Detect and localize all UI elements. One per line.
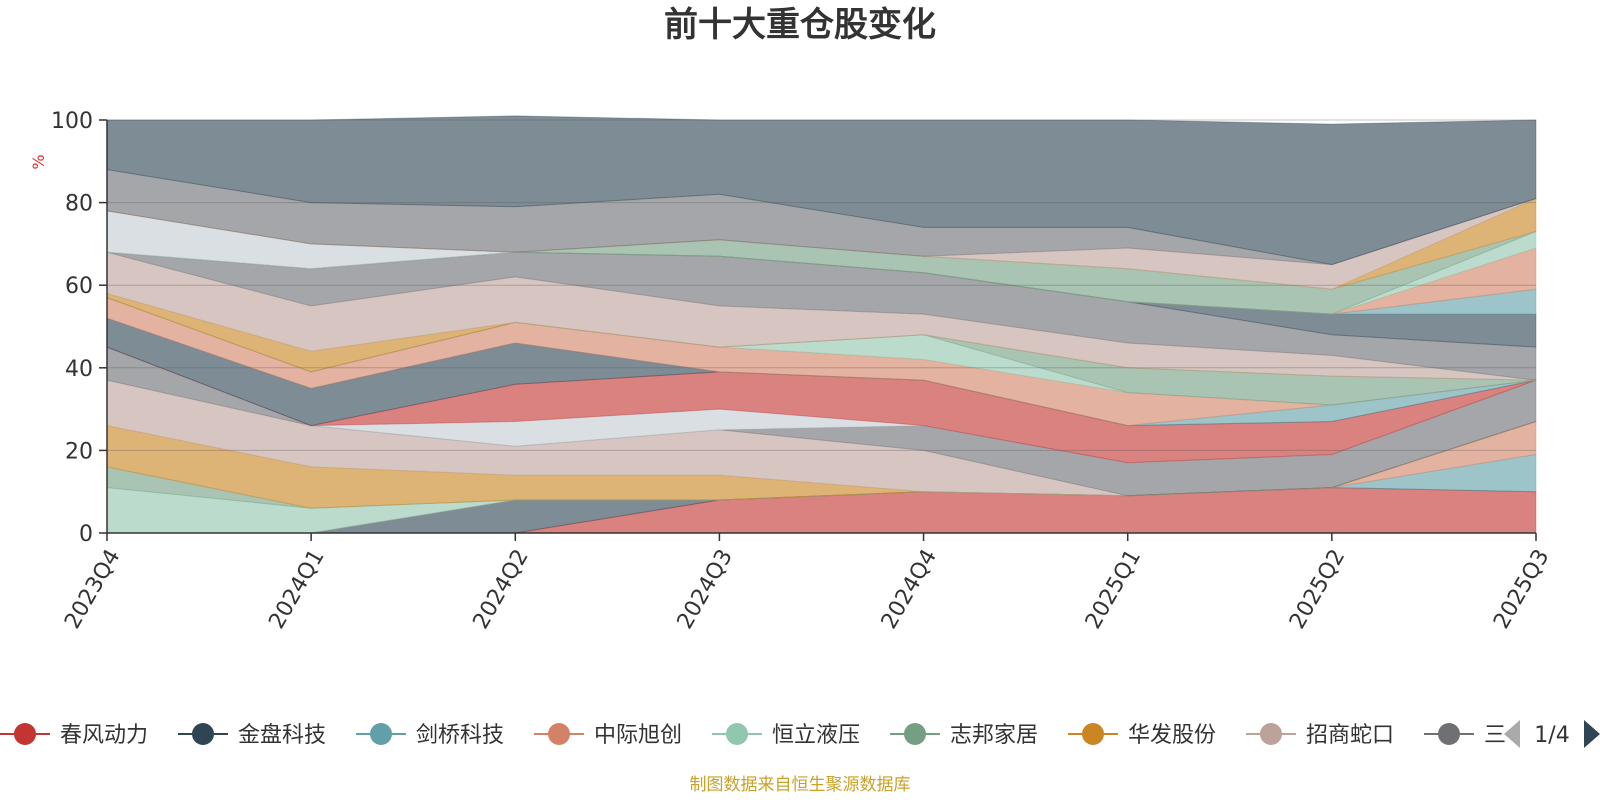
legend-item-7: 华发股份	[1068, 723, 1216, 748]
legend-item-1: 春风动力	[0, 723, 148, 748]
legend-item-5: 恒立液压	[712, 723, 860, 748]
chart-title: 前十大重仓股变化	[664, 5, 936, 45]
area-series-29	[106, 115, 1537, 266]
legend-label: 华发股份	[1128, 723, 1216, 748]
legend-marker	[1260, 723, 1282, 745]
legend-label: 剑桥科技	[416, 723, 504, 748]
legend-marker	[370, 723, 392, 745]
y-tick-label-40: 40	[65, 357, 93, 382]
legend-label: 志邦家居	[950, 723, 1038, 748]
legend-page-indicator: 1/4	[1534, 723, 1569, 748]
legend-marker	[14, 723, 36, 745]
grid-lines	[107, 119, 1536, 451]
source-note: 制图数据来自恒生聚源数据库	[690, 775, 911, 795]
legend-label: 恒立液压	[772, 723, 860, 748]
legend-marker	[904, 723, 926, 745]
x-tick-label-2023Q4: 2023Q4	[60, 545, 125, 633]
y-tick-label-100: 100	[51, 109, 93, 134]
legend-marker	[548, 723, 570, 745]
y-tick-label-60: 60	[65, 274, 93, 299]
area-series-18	[106, 251, 1537, 381]
legend-item-6: 志邦家居	[890, 723, 1038, 748]
x-tick-label-2025Q2: 2025Q2	[1285, 545, 1350, 633]
legend-next-arrow-icon	[1584, 720, 1600, 748]
legend-item-3: 剑桥科技	[356, 723, 504, 748]
area-series-19	[106, 251, 1537, 381]
legend-prev-arrow-icon	[1504, 720, 1520, 748]
x-tick-label-2024Q3: 2024Q3	[673, 545, 738, 633]
area-series-22	[106, 247, 1537, 315]
legend-marker	[192, 723, 214, 745]
x-tick-label-2024Q1: 2024Q1	[264, 545, 329, 633]
legend-item-2: 金盘科技	[178, 723, 326, 748]
legend-label: 春风动力	[60, 723, 148, 748]
legend-marker	[726, 723, 748, 745]
legend-label: 三	[1484, 723, 1506, 748]
y-tick-label-80: 80	[65, 192, 93, 217]
x-tick-label-2024Q4: 2024Q4	[877, 545, 942, 633]
area-series-20	[106, 251, 1537, 348]
legend-label: 招商蛇口	[1306, 723, 1394, 748]
x-tick-label-2024Q2: 2024Q2	[469, 545, 534, 633]
y-axis-label: %	[29, 154, 48, 169]
legend-marker	[1438, 723, 1460, 745]
legend-item-9: 三	[1424, 723, 1506, 748]
legend: 春风动力 金盘科技 剑桥科技 中际旭创 恒立液压 志邦家居 华发股份 招商蛇口 三 1/4	[0, 720, 1600, 748]
y-tick-label-20: 20	[65, 439, 93, 464]
area-layers	[106, 115, 1537, 534]
x-tick-label-2025Q1: 2025Q1	[1081, 545, 1146, 633]
legend-label: 中际旭创	[594, 723, 682, 748]
legend-label: 金盘科技	[238, 723, 326, 748]
area-series-21	[106, 251, 1537, 315]
legend-item-8: 招商蛇口	[1246, 723, 1394, 748]
legend-item-4: 中际旭创	[534, 723, 682, 748]
area-series-23	[106, 230, 1537, 315]
y-tick-label-0: 0	[79, 522, 93, 547]
legend-marker	[1082, 723, 1104, 745]
x-tick-label-2025Q3: 2025Q3	[1489, 545, 1554, 633]
